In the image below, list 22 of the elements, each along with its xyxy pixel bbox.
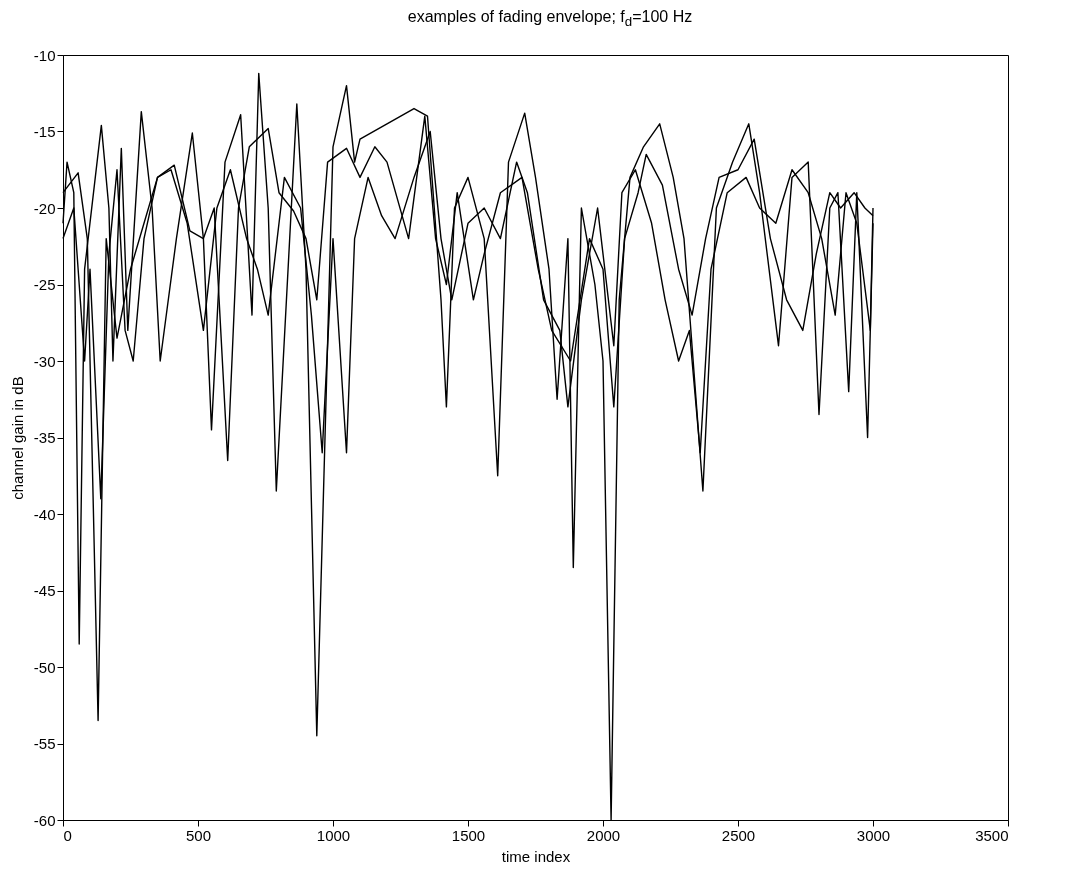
y-tick-label: -10 <box>33 46 56 64</box>
y-tick-label: -30 <box>33 352 56 370</box>
x-tick-label: 0 <box>63 826 72 844</box>
y-tick-label: -50 <box>33 658 56 676</box>
y-tick-label: -40 <box>33 505 56 523</box>
y-tick-label: -25 <box>33 276 56 293</box>
y-tick-label: -45 <box>33 582 56 599</box>
x-tick-label: 2000 <box>586 826 621 844</box>
y-tick-label: -55 <box>33 735 56 752</box>
x-tick-label: 500 <box>185 826 212 844</box>
y-tick-label: -60 <box>33 811 56 829</box>
x-tick-label: 1500 <box>451 826 486 844</box>
y-axis-title: channel gain in dB <box>8 376 26 500</box>
y-tick-label: -35 <box>33 429 56 446</box>
y-tick-label: -20 <box>33 199 56 217</box>
x-tick-label: 3000 <box>856 826 891 844</box>
x-axis-title: time index <box>501 847 571 865</box>
x-tick-label: 3500 <box>975 826 1009 844</box>
x-tick-label: 2500 <box>721 826 756 844</box>
y-tick-label: -15 <box>33 123 56 140</box>
x-tick-label: 1000 <box>316 826 351 844</box>
chart-title: examples of fading envelope; f$_{d}$=100 Hz <box>406 7 694 30</box>
